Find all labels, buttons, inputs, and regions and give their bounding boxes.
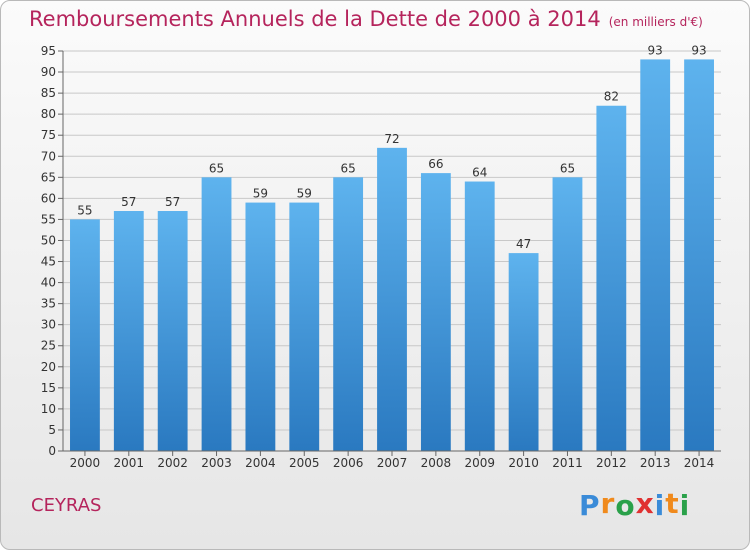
x-tick-label: 2001 xyxy=(114,456,145,470)
bar-value-label: 55 xyxy=(77,203,92,217)
bar-value-label: 47 xyxy=(516,237,531,251)
bar-value-label: 57 xyxy=(121,195,136,209)
y-tick-label: 75 xyxy=(41,128,56,142)
x-tick-label: 2008 xyxy=(421,456,452,470)
x-tick-label: 2006 xyxy=(333,456,364,470)
bar-2010 xyxy=(508,253,539,451)
y-tick-label: 45 xyxy=(41,255,56,269)
logo-letter: i xyxy=(679,489,691,522)
x-tick-label: 2011 xyxy=(552,456,583,470)
bar-2011 xyxy=(552,177,583,451)
bar-value-label: 82 xyxy=(604,90,619,104)
y-tick-label: 15 xyxy=(41,381,56,395)
bar-2004 xyxy=(245,202,276,451)
bar-2006 xyxy=(333,177,364,451)
logo-letter: r xyxy=(600,487,616,520)
chart-title-text: Remboursements Annuels de la Dette de 20… xyxy=(29,7,601,31)
x-tick-label: 2007 xyxy=(377,456,408,470)
bar-value-label: 64 xyxy=(472,166,487,180)
bar-2003 xyxy=(201,177,232,451)
bar-value-label: 93 xyxy=(648,43,663,57)
proxiti-logo: Proxiti xyxy=(579,487,691,522)
bar-value-label: 65 xyxy=(209,161,224,175)
y-tick-label: 35 xyxy=(41,297,56,311)
logo-letter: t xyxy=(665,487,680,520)
x-tick-label: 2013 xyxy=(640,456,671,470)
bar-2005 xyxy=(289,202,320,451)
bar-value-label: 72 xyxy=(384,132,399,146)
y-tick-label: 25 xyxy=(41,339,56,353)
y-tick-label: 85 xyxy=(41,86,56,100)
bar-2000 xyxy=(70,219,100,451)
y-tick-label: 50 xyxy=(41,233,56,247)
bar-2007 xyxy=(377,147,407,451)
bar-2014 xyxy=(684,59,714,451)
bar-2013 xyxy=(640,59,671,451)
bar-value-label: 59 xyxy=(297,187,312,201)
y-tick-label: 65 xyxy=(41,170,56,184)
y-tick-label: 55 xyxy=(41,212,56,226)
x-tick-label: 2002 xyxy=(157,456,188,470)
y-tick-label: 5 xyxy=(48,423,56,437)
y-tick-label: 10 xyxy=(41,402,56,416)
x-tick-label: 2005 xyxy=(289,456,320,470)
x-tick-label: 2004 xyxy=(245,456,276,470)
bars: 55 57 57 65 59 59 65 72 66 64 47 65 82 93 93 xyxy=(70,43,714,452)
axes: 0 5 10 15 20 25 30 35 40 45 50 55 60 65 70 75 80 85 90 95 20… xyxy=(41,44,721,470)
x-tick-label: 2009 xyxy=(464,456,495,470)
y-tick-label: 30 xyxy=(41,318,56,332)
x-tick-label: 2010 xyxy=(508,456,539,470)
bar-value-label: 59 xyxy=(253,187,268,201)
y-tick-label: 95 xyxy=(41,44,56,58)
y-tick-label: 80 xyxy=(41,107,56,121)
bar-2002 xyxy=(157,211,188,451)
y-tick-label: 0 xyxy=(48,444,56,458)
x-tick-label: 2003 xyxy=(201,456,232,470)
x-tick-label: 2012 xyxy=(596,456,627,470)
x-tick-label: 2014 xyxy=(684,456,715,470)
logo-letter: P xyxy=(579,489,601,522)
y-tick-label: 20 xyxy=(41,360,56,374)
logo-letter: x xyxy=(635,487,655,520)
y-tick-label: 60 xyxy=(41,191,56,205)
x-tick-label: 2000 xyxy=(70,456,101,470)
logo-letter: o xyxy=(615,489,636,522)
bar-2012 xyxy=(596,105,627,451)
bar-2009 xyxy=(464,181,495,452)
chart-title: Remboursements Annuels de la Dette de 20… xyxy=(29,7,703,31)
bar-value-label: 65 xyxy=(560,161,575,175)
y-tick-label: 40 xyxy=(41,276,56,290)
commune-name: CEYRAS xyxy=(31,495,102,516)
logo-letter: i xyxy=(654,489,666,522)
bar-2008 xyxy=(420,173,451,451)
bar-value-label: 66 xyxy=(428,157,443,171)
chart-subtitle: (en milliers d'€) xyxy=(608,15,703,29)
y-tick-label: 90 xyxy=(41,65,56,79)
bar-value-label: 93 xyxy=(691,43,706,57)
bar-2001 xyxy=(113,211,144,451)
bar-value-label: 57 xyxy=(165,195,180,209)
bar-value-label: 65 xyxy=(340,161,355,175)
y-tick-label: 70 xyxy=(41,149,56,163)
